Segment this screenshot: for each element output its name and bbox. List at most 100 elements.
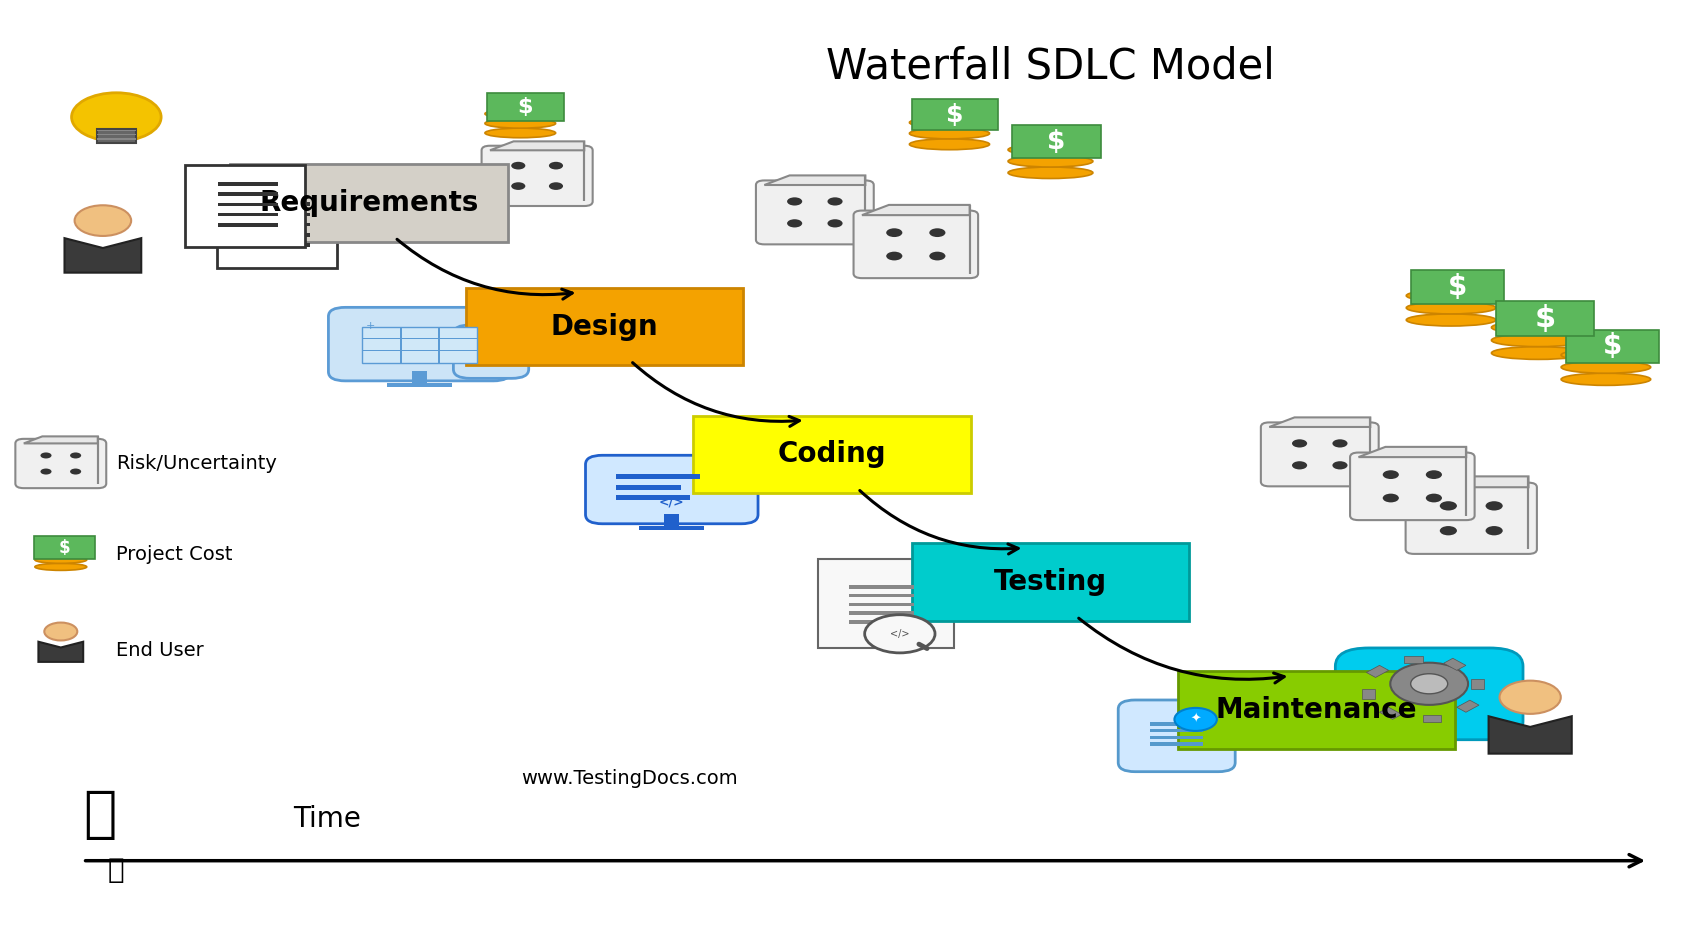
Bar (1422, 715, 1441, 722)
Circle shape (1291, 462, 1307, 469)
FancyBboxPatch shape (585, 455, 759, 524)
Bar (251, 222, 309, 226)
FancyBboxPatch shape (1351, 452, 1475, 520)
Bar (219, 203, 278, 206)
FancyBboxPatch shape (329, 308, 511, 381)
Circle shape (1174, 708, 1217, 730)
Bar (387, 383, 451, 387)
Bar (251, 212, 309, 216)
Bar (616, 485, 680, 489)
FancyBboxPatch shape (1261, 423, 1378, 487)
Ellipse shape (910, 128, 989, 139)
Circle shape (1425, 470, 1442, 479)
Bar (438, 326, 440, 362)
Circle shape (886, 251, 903, 260)
FancyBboxPatch shape (1011, 125, 1101, 158)
Text: Design: Design (550, 312, 658, 340)
FancyBboxPatch shape (482, 146, 592, 206)
Circle shape (1485, 526, 1504, 536)
FancyBboxPatch shape (1336, 648, 1522, 740)
Circle shape (511, 183, 526, 190)
Circle shape (1485, 502, 1504, 511)
Bar (616, 475, 699, 479)
Ellipse shape (1492, 347, 1585, 360)
Ellipse shape (1008, 167, 1093, 179)
Circle shape (1439, 502, 1458, 511)
Text: Coding: Coding (777, 440, 886, 468)
Ellipse shape (36, 556, 87, 564)
Circle shape (1439, 526, 1458, 536)
Bar (848, 585, 913, 589)
FancyBboxPatch shape (487, 93, 563, 121)
Ellipse shape (485, 119, 555, 128)
Bar (1151, 722, 1203, 726)
FancyBboxPatch shape (15, 438, 107, 489)
FancyBboxPatch shape (185, 165, 305, 248)
Text: www.TestingDocs.com: www.TestingDocs.com (521, 769, 738, 788)
Bar (640, 527, 704, 529)
FancyBboxPatch shape (217, 185, 338, 268)
Ellipse shape (36, 550, 87, 556)
Circle shape (930, 228, 945, 237)
Bar (251, 202, 309, 206)
Bar (412, 371, 426, 385)
FancyBboxPatch shape (453, 325, 529, 378)
Bar (616, 494, 691, 500)
Bar (97, 129, 136, 143)
Ellipse shape (910, 117, 989, 128)
Ellipse shape (485, 128, 555, 138)
Text: $: $ (1602, 333, 1622, 361)
Circle shape (787, 220, 803, 227)
Circle shape (70, 468, 81, 475)
FancyBboxPatch shape (913, 99, 998, 130)
Ellipse shape (1407, 314, 1495, 326)
Bar (1444, 658, 1466, 670)
Text: $: $ (1047, 129, 1066, 155)
Bar (1151, 729, 1203, 732)
Ellipse shape (910, 139, 989, 149)
Polygon shape (24, 437, 98, 443)
FancyBboxPatch shape (1178, 671, 1456, 749)
Ellipse shape (1407, 302, 1495, 314)
Ellipse shape (1008, 144, 1093, 156)
Polygon shape (64, 238, 141, 273)
Polygon shape (764, 175, 865, 185)
Circle shape (70, 452, 81, 459)
Text: $: $ (1448, 273, 1468, 301)
Text: Risk/Uncertainty: Risk/Uncertainty (117, 454, 277, 473)
Ellipse shape (1008, 156, 1093, 167)
Circle shape (71, 93, 161, 141)
Bar (1366, 666, 1388, 678)
Text: +: + (365, 321, 375, 331)
Text: Waterfall SDLC Model: Waterfall SDLC Model (826, 45, 1274, 87)
Text: $: $ (59, 539, 70, 557)
Ellipse shape (36, 564, 87, 570)
Bar (400, 326, 402, 362)
Bar (1471, 679, 1483, 689)
FancyBboxPatch shape (1566, 330, 1660, 363)
Text: Maintenance: Maintenance (1215, 696, 1417, 724)
Bar (361, 349, 477, 350)
Circle shape (1390, 663, 1468, 705)
Circle shape (1332, 462, 1347, 469)
Text: 🕐: 🕐 (109, 856, 124, 883)
Bar (848, 594, 913, 597)
Text: Time: Time (294, 806, 361, 833)
Ellipse shape (1492, 321, 1585, 334)
Polygon shape (1269, 417, 1369, 427)
Circle shape (886, 228, 903, 237)
Text: End User: End User (117, 641, 204, 660)
Bar (219, 193, 278, 196)
Bar (97, 130, 136, 131)
Bar (848, 612, 913, 615)
Ellipse shape (1492, 334, 1585, 347)
Text: Project Cost: Project Cost (117, 545, 232, 565)
Bar (848, 603, 913, 606)
FancyBboxPatch shape (1410, 271, 1504, 304)
Circle shape (787, 197, 803, 206)
Circle shape (511, 162, 526, 170)
Circle shape (548, 183, 563, 190)
Bar (219, 223, 278, 226)
Text: ✦: ✦ (1190, 713, 1201, 726)
Ellipse shape (1407, 289, 1495, 302)
